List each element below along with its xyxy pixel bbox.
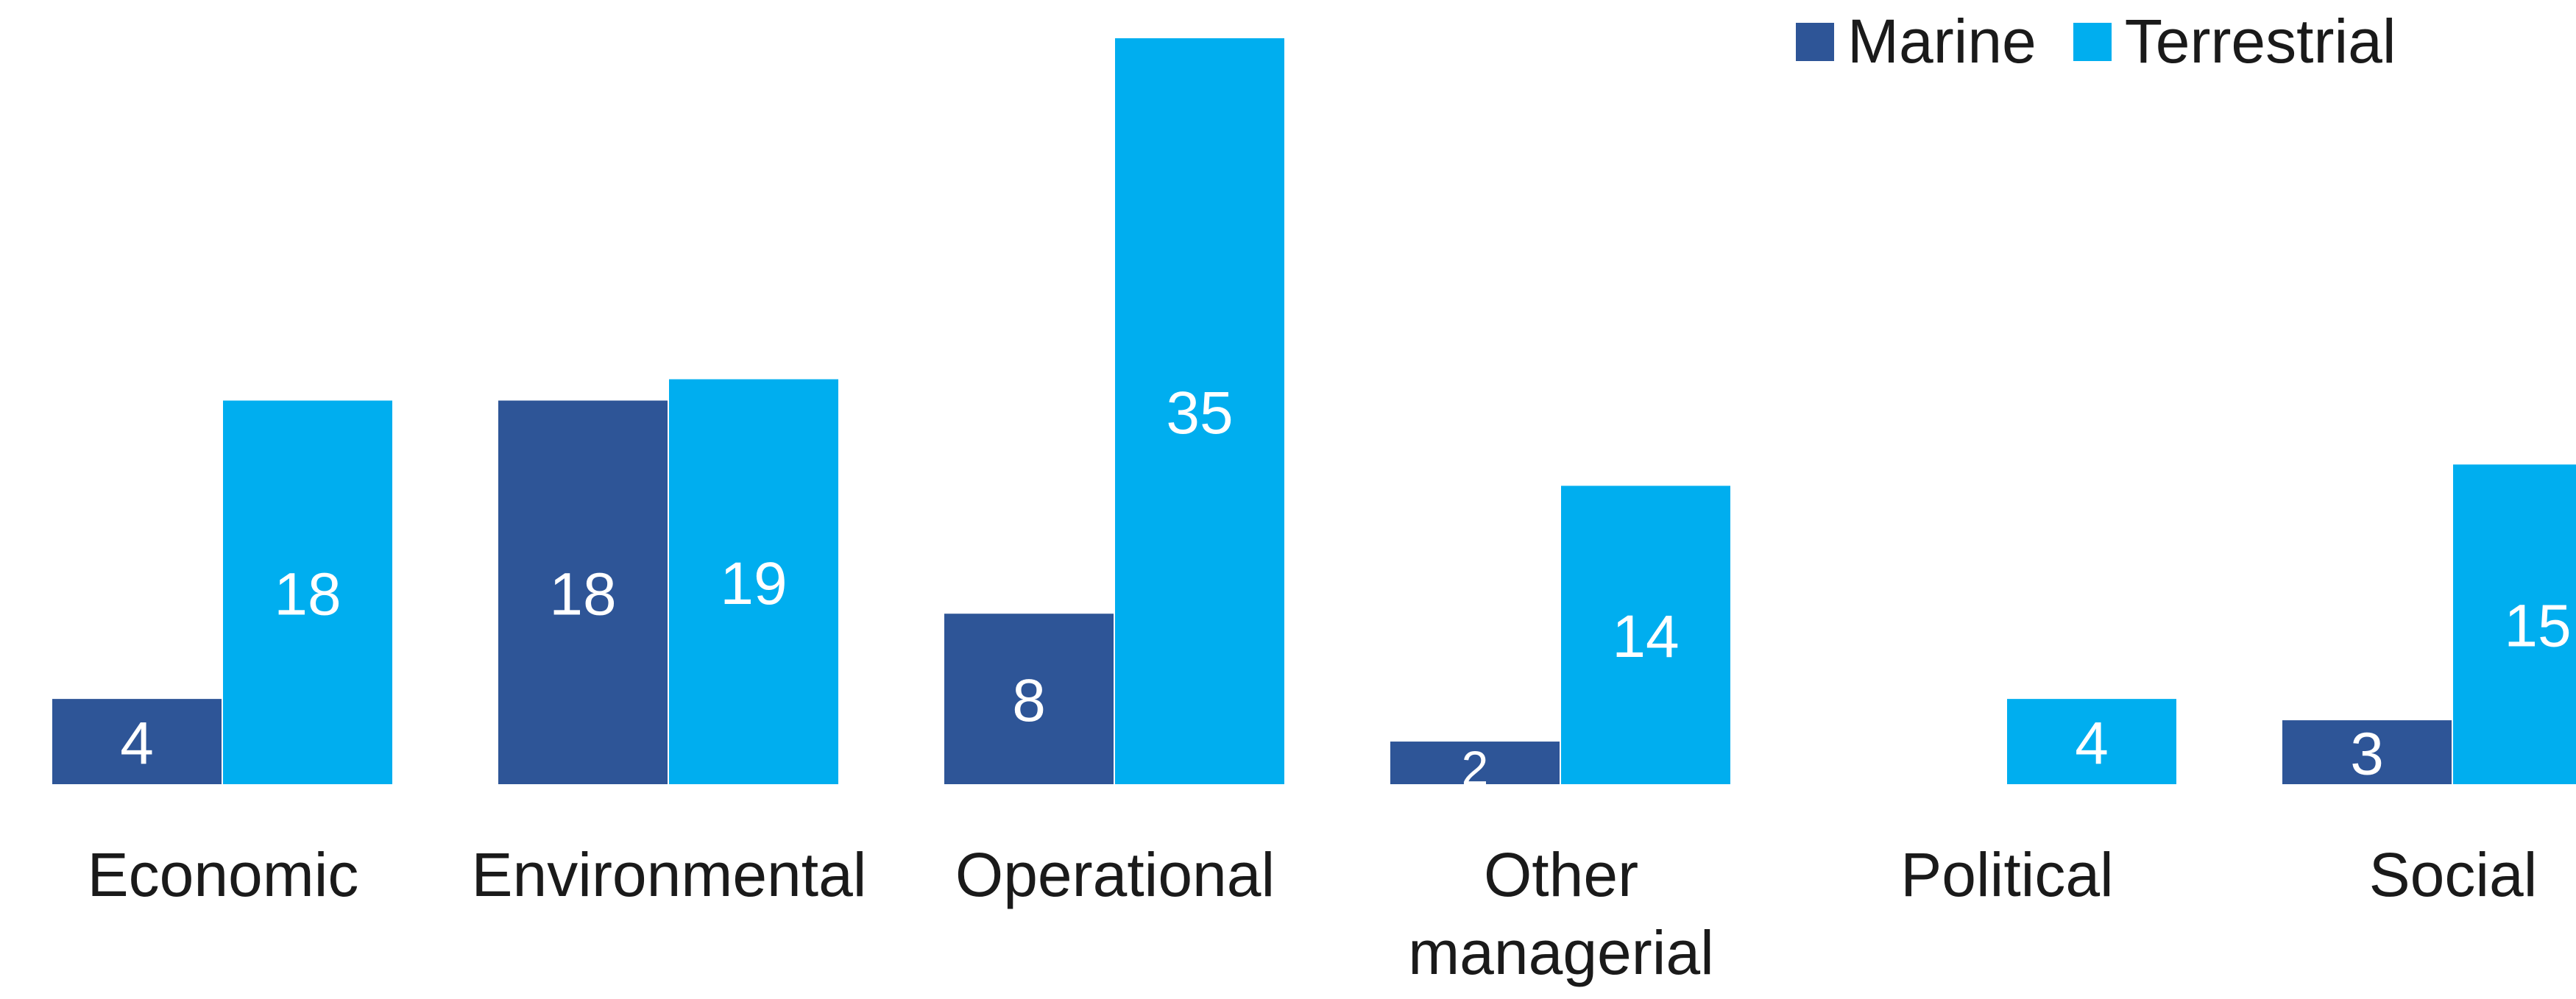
bar-marine-1 xyxy=(498,400,668,784)
bar-marine-3 xyxy=(1390,742,1560,784)
data-label-terrestrial-3: 14 xyxy=(1612,603,1679,670)
category-label-0: Economic xyxy=(88,840,359,909)
legend-swatch-terrestrial xyxy=(2073,22,2112,61)
legend-label-marine: Marine xyxy=(1847,7,2037,76)
chart-legend: Marine Terrestrial xyxy=(1796,6,2433,77)
category-label-line: Other xyxy=(1484,840,1638,909)
category-label-line: Economic xyxy=(88,840,359,909)
data-label-marine-1: 18 xyxy=(549,561,616,628)
bar-marine-2 xyxy=(944,614,1114,784)
category-label-1: Environmental xyxy=(472,840,867,909)
data-label-terrestrial-0: 18 xyxy=(274,561,341,628)
category-label-line: Political xyxy=(1900,840,2113,909)
data-label-marine-5: 3 xyxy=(2350,721,2384,788)
category-label-3: Other managerial xyxy=(1408,840,1714,987)
legend-item-terrestrial: Terrestrial xyxy=(2073,6,2396,77)
bar-terrestrial-0 xyxy=(223,400,392,784)
category-label-2: Operational xyxy=(955,840,1275,909)
data-label-terrestrial-5: 15 xyxy=(2504,593,2571,660)
data-label-terrestrial-1: 19 xyxy=(720,550,787,617)
category-label-line: managerial xyxy=(1408,918,1714,987)
legend-swatch-marine xyxy=(1796,22,1834,61)
category-label-4: Political xyxy=(1900,840,2113,909)
bar-terrestrial-2 xyxy=(1115,38,1284,784)
legend-label-terrestrial: Terrestrial xyxy=(2124,7,2396,76)
category-label-line: Social xyxy=(2369,840,2538,909)
data-label-terrestrial-4: 4 xyxy=(2075,710,2109,777)
bar-terrestrial-3 xyxy=(1561,486,1730,784)
data-label-marine-2: 8 xyxy=(1012,667,1046,734)
legend-item-marine: Marine xyxy=(1796,6,2037,77)
bar-terrestrial-1 xyxy=(669,379,838,784)
bar-terrestrial-4 xyxy=(2007,699,2176,784)
category-label-5: Social xyxy=(2369,840,2538,909)
bar-terrestrial-5 xyxy=(2453,464,2576,784)
category-label-line: Operational xyxy=(955,840,1275,909)
data-label-marine-0: 4 xyxy=(120,710,154,777)
data-label-marine-3: 2 xyxy=(1462,741,1489,795)
bar-marine-0 xyxy=(52,699,222,784)
data-label-terrestrial-2: 35 xyxy=(1166,380,1233,447)
bar-marine-5 xyxy=(2282,720,2452,784)
category-label-line: Environmental xyxy=(472,840,867,909)
